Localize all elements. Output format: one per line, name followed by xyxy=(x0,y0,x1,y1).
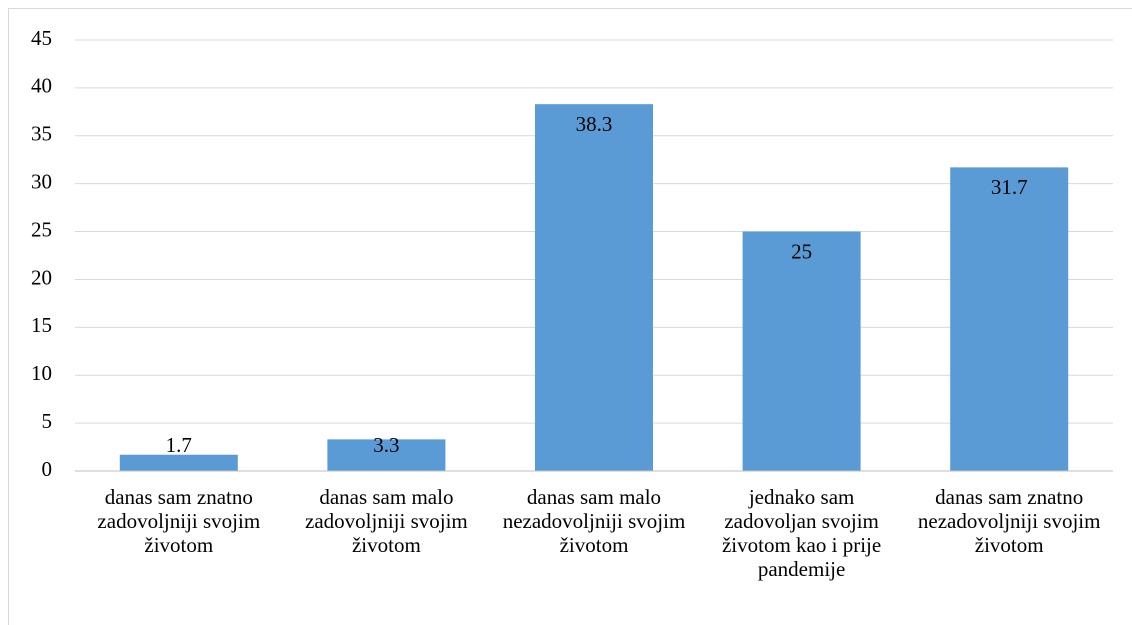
x-tick-label: danas sam znatno zadovoljniji svojim živ… xyxy=(97,485,261,557)
y-tick-label: 15 xyxy=(31,313,52,337)
y-tick-label: 40 xyxy=(31,74,52,98)
data-label: 25 xyxy=(791,239,812,263)
bar xyxy=(327,439,446,471)
bar xyxy=(950,167,1069,471)
x-tick-label: danas sam znatno nezadovoljniji svojim ž… xyxy=(917,485,1101,557)
y-tick-label: 45 xyxy=(31,26,52,50)
bar xyxy=(535,104,653,471)
y-tick-label: 35 xyxy=(31,122,52,146)
y-tick-label: 20 xyxy=(31,265,52,289)
y-tick-label: 25 xyxy=(31,217,52,241)
bar xyxy=(119,454,238,471)
y-tick-label: 5 xyxy=(42,409,53,433)
data-label: 31.7 xyxy=(991,175,1028,199)
y-tick-label: 0 xyxy=(42,457,53,481)
y-tick-label: 30 xyxy=(31,169,52,193)
y-tick-label: 10 xyxy=(31,361,52,385)
chart-border xyxy=(8,8,1132,625)
x-tick-label: jednako sam zadovoljan svojim životom ka… xyxy=(721,485,882,581)
x-tick-label: danas sam malo zadovoljniji svojim život… xyxy=(305,485,468,557)
bar xyxy=(742,231,861,471)
x-tick-label: danas sam malo nezadovoljniji svojim živ… xyxy=(502,485,686,557)
data-label: 3.3 xyxy=(373,433,399,457)
data-label: 38.3 xyxy=(576,112,613,136)
data-label: 1.7 xyxy=(166,433,192,457)
